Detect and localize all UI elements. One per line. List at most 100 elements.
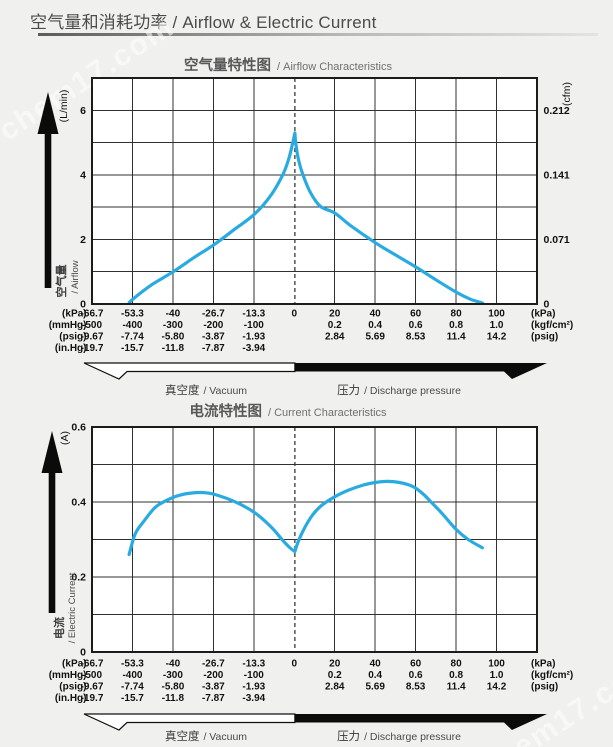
header-divider (38, 33, 598, 36)
airflow-xaxis-right-unit: (psig) (531, 332, 558, 343)
current-vacuum-label: 真空度 / Vacuum (165, 729, 247, 743)
airflow-xtick-label: -400 (122, 320, 142, 331)
airflow-xaxis-right-unit: (kPa) (531, 309, 555, 320)
current-chart-title: 电流特性图 / Current Characteristics (189, 402, 387, 420)
current-xtick-label: 8.53 (406, 682, 426, 693)
current-xtick-label: -11.8 (162, 693, 185, 704)
airflow-xtick-label: -19.7 (81, 343, 104, 354)
current-ytick-left: 0.2 (71, 572, 86, 584)
airflow-xtick-label: 20 (329, 309, 341, 320)
current-xaxis-left-unit: (psig) (59, 682, 86, 693)
airflow-xtick-label: 40 (370, 309, 382, 320)
airflow-xtick-label: -500 (82, 320, 102, 331)
current-ytick-left: 0 (80, 647, 86, 659)
current-xtick-label: -300 (163, 670, 183, 681)
airflow-plot-area (92, 78, 537, 304)
airflow-xtick-label: 1.0 (490, 320, 504, 331)
current-xtick-label: -19.7 (81, 693, 104, 704)
current-curve (127, 479, 484, 557)
airflow-ytick-right: 0.141 (544, 169, 570, 181)
airflow-grid (92, 78, 537, 304)
current-xtick-label: -15.7 (121, 693, 144, 704)
airflow-xtick-label: 0.4 (368, 320, 382, 331)
airflow-xtick-label: -40 (166, 309, 181, 320)
current-xtick-label: -40 (166, 659, 181, 670)
current-xtick-label: 0 (291, 659, 297, 670)
current-xtick-label: 0.4 (368, 670, 382, 681)
current-y-axis-label-en: / Electric Current (67, 572, 78, 643)
airflow-xtick-label: 100 (488, 309, 505, 320)
current-vacuum-arrow (83, 713, 296, 731)
current-xtick-label: 11.4 (447, 682, 466, 693)
current-xaxis-right-unit: (psig) (531, 682, 558, 693)
airflow-xtick-label: -9.67 (81, 332, 104, 343)
airflow-ytick-right: 0 (544, 299, 550, 311)
airflow-xaxis-right-unit: (kgf/cm²) (531, 320, 573, 331)
airflow-xaxis-left-unit: (kPa) (62, 309, 86, 320)
current-xtick-label: -200 (203, 670, 223, 681)
airflow-xtick-label: 2.84 (325, 332, 345, 343)
airflow-right-axis-unit: (cfm) (561, 82, 573, 106)
current-xtick-label: -5.80 (162, 682, 185, 693)
airflow-xtick-label: -200 (203, 320, 223, 331)
current-xtick-label: 0.8 (449, 670, 463, 681)
current-xtick-label: -500 (82, 670, 102, 681)
airflow-xtick-label: -66.7 (81, 309, 104, 320)
airflow-xtick-label: -13.3 (242, 309, 265, 320)
airflow-xtick-label: -5.80 (162, 332, 185, 343)
current-xtick-label: -400 (122, 670, 142, 681)
airflow-ytick-left: 2 (80, 234, 86, 246)
airflow-xtick-label: 14.2 (487, 332, 507, 343)
airflow-xtick-label: -26.7 (202, 309, 225, 320)
current-xaxis-left-unit: (kPa) (62, 659, 86, 670)
airflow-ytick-left: 6 (80, 105, 86, 117)
airflow-xaxis-left-unit: (in.Hg) (55, 343, 87, 354)
current-xtick-label: 2.84 (325, 682, 345, 693)
airflow-y-axis-arrow-stem (44, 132, 52, 288)
airflow-vacuum-label: 真空度 / Vacuum (165, 383, 247, 397)
airflow-y-axis-label-zh: 空气量 (54, 265, 68, 298)
airflow-xtick-label: -7.87 (202, 343, 225, 354)
current-xtick-label: -7.87 (202, 693, 225, 704)
current-xtick-label: -53.3 (121, 659, 144, 670)
airflow-xtick-label: -300 (163, 320, 183, 331)
current-xaxis-left-unit: (mmHg) (49, 670, 87, 681)
current-chart: 电流特性图 / Current Characteristics 0.6 0.4 0.2 0… (41, 402, 573, 743)
current-xtick-label: -3.87 (202, 682, 225, 693)
airflow-y-axis-label-en: / Airflow (70, 260, 81, 293)
current-xaxis-right-unit: (kPa) (531, 659, 555, 670)
current-xtick-label: -100 (244, 670, 264, 681)
current-xtick-label: 80 (451, 659, 463, 670)
current-xtick-label: 5.69 (365, 682, 385, 693)
page-title: 空气量和消耗功率 / Airflow & Electric Current (30, 13, 377, 32)
airflow-xtick-label: 5.69 (365, 332, 385, 343)
current-xtick-label: 20 (329, 659, 341, 670)
airflow-xtick-label: -1.93 (242, 332, 265, 343)
airflow-xaxis-left-unit: (psig) (59, 332, 86, 343)
current-xtick-label: -7.74 (121, 682, 144, 693)
current-ytick-left: 0.4 (71, 497, 86, 509)
airflow-ytick-right: 0.071 (544, 234, 570, 246)
airflow-xtick-label: -7.74 (121, 332, 144, 343)
current-xtick-label: -1.93 (242, 682, 265, 693)
airflow-xtick-label: 8.53 (406, 332, 426, 343)
current-xtick-label: 0.2 (328, 670, 342, 681)
current-ytick-left: 0.6 (71, 422, 86, 434)
airflow-xtick-label: -11.8 (162, 343, 185, 354)
current-xtick-label: 14.2 (487, 682, 507, 693)
current-xtick-label: -66.7 (81, 659, 104, 670)
airflow-plot-border (91, 77, 538, 305)
airflow-vacuum-arrow (83, 362, 296, 380)
airflow-xtick-label: -100 (244, 320, 264, 331)
current-xtick-label: 60 (410, 659, 422, 670)
current-y-axis-label-zh: 电流 (52, 617, 66, 639)
airflow-xtick-label: -3.87 (202, 332, 225, 343)
airflow-pressure-arrow (294, 363, 547, 379)
airflow-chart: 空气量特性图 / Airflow Characteristics64200.212… (37, 56, 573, 397)
current-xtick-label: -26.7 (202, 659, 225, 670)
current-y-axis-arrow-head (41, 431, 63, 473)
airflow-curve (127, 131, 484, 305)
current-xtick-label: 1.0 (490, 670, 504, 681)
